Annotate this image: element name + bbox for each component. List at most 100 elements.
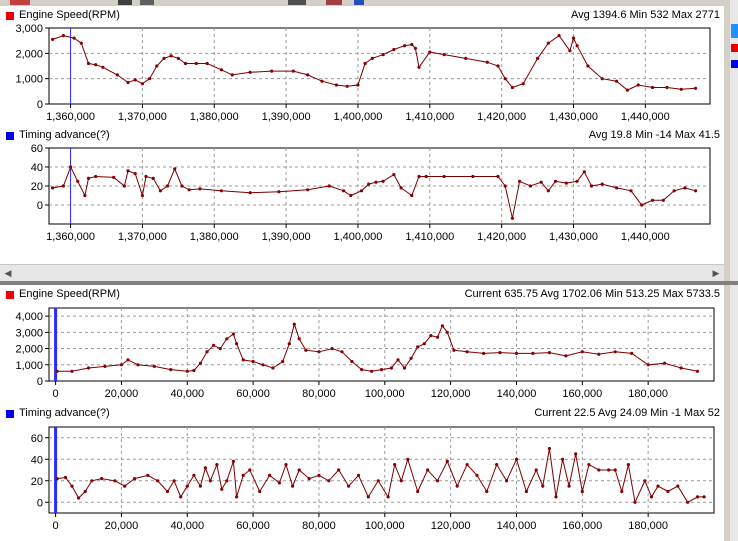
data-point <box>561 457 565 461</box>
data-point <box>152 364 156 368</box>
scroll-left-icon[interactable]: ◀ <box>0 265 16 281</box>
data-point <box>173 167 177 171</box>
data-point <box>231 459 235 463</box>
x-tick-label: 1,390,000 <box>262 231 311 243</box>
hand-icon[interactable] <box>140 0 154 5</box>
timing-chart-top[interactable]: 0 20 40 60 1,360,000 1,370,000 1,380,000 1,390,… <box>0 144 724 256</box>
x-tick-label: 180,000 <box>628 520 668 532</box>
data-point <box>505 479 509 483</box>
data-point <box>203 466 207 470</box>
data-point <box>220 487 224 491</box>
data-point <box>51 37 55 41</box>
data-point <box>417 65 421 69</box>
y-tick-label: 2,000 <box>15 344 43 356</box>
data-point <box>187 188 191 192</box>
chart-title: Timing advance(?) <box>19 129 110 141</box>
data-point <box>650 85 655 90</box>
y-tick-label: 20 <box>31 181 43 193</box>
export-icon[interactable] <box>10 0 30 5</box>
data-point <box>61 184 65 188</box>
data-point <box>402 366 407 370</box>
data-point <box>185 484 189 488</box>
data-point <box>192 473 196 477</box>
data-point <box>307 477 311 481</box>
data-point <box>615 186 619 190</box>
rpm-chart-bottom[interactable]: 0 1,000 2,000 3,000 4,000 0 20,000 40,000 60,000… <box>0 303 724 408</box>
data-point <box>69 165 73 169</box>
pane-divider[interactable] <box>0 281 738 285</box>
data-point <box>133 78 137 82</box>
data-point <box>534 468 538 472</box>
rpm-chart-top[interactable]: 0 1,000 2,000 3,000 1,360,000 1,370,000 1,380,… <box>0 24 724 136</box>
data-point <box>148 77 152 81</box>
data-point <box>564 181 568 185</box>
data-point <box>482 351 486 355</box>
data-point <box>571 36 576 40</box>
data-point <box>94 63 98 67</box>
data-point <box>374 180 378 184</box>
data-point <box>72 36 76 40</box>
data-point <box>122 184 126 188</box>
data-point <box>396 358 400 362</box>
data-point <box>292 322 296 326</box>
table-icon[interactable] <box>326 0 342 5</box>
data-point <box>392 173 396 177</box>
data-point <box>179 495 183 499</box>
data-point <box>192 368 196 373</box>
data-point <box>640 203 644 207</box>
data-point <box>144 174 148 179</box>
data-point <box>413 46 417 50</box>
data-point <box>636 83 640 87</box>
ruler-icon[interactable] <box>288 0 306 5</box>
data-point <box>379 368 384 372</box>
data-point <box>248 191 252 195</box>
data-point <box>649 495 654 499</box>
data-point <box>679 87 683 91</box>
data-point <box>615 79 619 83</box>
top-pane: Engine Speed(RPM) Avg 1394.6 Min 532 Max… <box>0 6 724 264</box>
data-point <box>51 186 55 190</box>
data-point <box>284 463 288 467</box>
data-point <box>613 350 617 354</box>
side-blue-marker <box>731 60 738 68</box>
data-point <box>694 189 698 193</box>
data-point <box>205 61 209 66</box>
chart-header: Engine Speed(RPM) Avg 1394.6 Min 532 Max… <box>0 8 724 24</box>
data-point <box>392 47 396 52</box>
data-point <box>140 193 144 198</box>
data-point <box>600 182 604 186</box>
legend-swatch-timing <box>6 132 14 140</box>
data-point <box>485 489 489 494</box>
y-tick-label: 1,000 <box>15 360 43 372</box>
globe-icon[interactable] <box>354 0 364 5</box>
data-point <box>270 69 274 73</box>
x-tick-label: 40,000 <box>170 388 204 400</box>
data-point <box>381 179 385 183</box>
data-point <box>626 463 631 467</box>
scroll-right-icon[interactable]: ▶ <box>708 265 724 281</box>
x-tick-label: 20,000 <box>105 520 139 532</box>
x-tick-label: 1,360,000 <box>46 111 95 123</box>
data-point <box>356 83 360 87</box>
data-point <box>410 42 414 47</box>
timing-chart-bottom[interactable]: 0 20 40 60 0 20,000 40,000 60,000 80,000 100,000 1… <box>0 422 724 540</box>
data-point <box>79 41 83 45</box>
zoom-icon[interactable] <box>118 0 132 5</box>
data-point <box>235 495 239 499</box>
data-point <box>327 184 331 188</box>
x-tick-label: 1,410,000 <box>405 111 454 123</box>
data-point <box>360 368 364 372</box>
data-point <box>155 64 159 68</box>
side-selection-marker[interactable] <box>731 24 738 38</box>
data-point <box>90 479 94 483</box>
data-point <box>393 463 397 467</box>
x-tick-label: 1,370,000 <box>118 231 167 243</box>
horizontal-scrollbar[interactable]: ◀ ▶ <box>0 264 724 281</box>
series-line <box>57 448 705 504</box>
data-point <box>580 350 584 354</box>
data-point <box>198 361 202 365</box>
data-point <box>475 473 479 477</box>
y-tick-label: 60 <box>31 144 43 155</box>
data-point <box>524 489 529 494</box>
data-point <box>230 73 234 77</box>
